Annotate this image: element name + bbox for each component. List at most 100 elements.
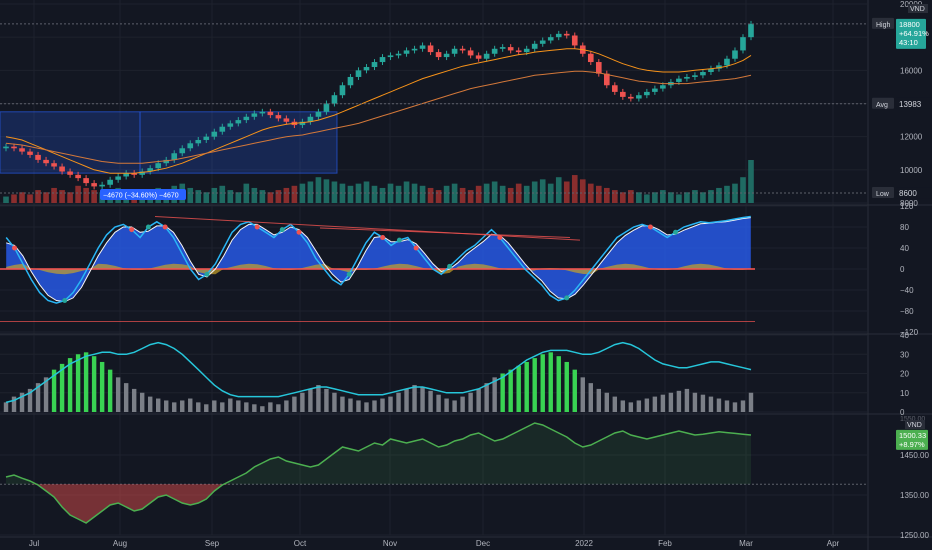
adx-bar — [123, 383, 129, 412]
volume-bar — [75, 185, 81, 203]
volume-bar — [700, 192, 706, 203]
volume-bar — [339, 183, 346, 203]
volume-bar — [515, 183, 522, 203]
volume-bar — [571, 175, 578, 203]
candle-body — [403, 50, 410, 54]
volume-bar — [395, 185, 402, 203]
candle-body — [740, 37, 746, 51]
adx-bar — [748, 392, 754, 412]
volume-bar — [603, 187, 610, 203]
candle-body — [748, 23, 754, 38]
compare-axis-top-tick: 1550.00 — [900, 416, 925, 423]
cross-dot — [346, 271, 352, 277]
volume-bar — [612, 190, 618, 203]
volume-bar — [459, 187, 466, 203]
adx-axis-tick: 20 — [900, 370, 909, 379]
candle-body — [11, 146, 17, 149]
adx-bar — [131, 388, 137, 412]
adx-bar — [604, 392, 610, 412]
volume-bar — [547, 183, 554, 203]
wave-axis-tick: 40 — [900, 244, 909, 253]
compare-currency-text: VND — [907, 422, 922, 429]
adx-bar — [596, 388, 602, 412]
adx-bar — [684, 388, 690, 412]
volume-bar — [716, 187, 722, 203]
price-pane: −4670 (−34.60%) −46702000018000160001400… — [0, 0, 932, 208]
volume-bar — [251, 187, 258, 203]
volume-bar — [620, 192, 626, 203]
adx-bar — [300, 392, 305, 412]
volume-bar — [523, 185, 530, 203]
volume-bar — [692, 190, 698, 203]
adx-bar — [660, 394, 666, 412]
adx-bar — [652, 396, 658, 412]
adx-bar — [364, 402, 369, 412]
wave-axis-tick: −40 — [900, 286, 914, 295]
candle-body — [612, 85, 618, 92]
volume-bar — [403, 181, 410, 203]
candle-body — [475, 55, 482, 59]
volume-bar — [491, 181, 498, 203]
cross-dot — [380, 235, 386, 240]
adx-bar — [99, 361, 105, 412]
volume-bar — [379, 187, 386, 203]
low-badge: Low 8600 — [872, 187, 932, 199]
compare-negative-area — [6, 484, 751, 523]
last-price-value: 18800 — [899, 20, 920, 29]
compare-currency-tag: VND — [905, 420, 925, 429]
bar-countdown: 43:10 — [899, 38, 918, 47]
candle-body — [644, 91, 650, 96]
adx-bar — [428, 390, 433, 412]
volume-bar — [732, 183, 738, 203]
adx-bar — [564, 361, 569, 412]
volume-bar — [443, 185, 450, 203]
wave-axis-tick: 80 — [900, 223, 909, 232]
price-axis-tick: 8000 — [900, 199, 918, 208]
volume-bar — [227, 190, 234, 203]
adx-bar — [500, 373, 505, 412]
time-axis-label: Apr — [827, 539, 840, 548]
candle-body — [451, 48, 458, 54]
adx-bar — [67, 358, 73, 412]
candle-body — [676, 78, 682, 82]
candle-body — [363, 67, 370, 71]
candle-body — [331, 95, 338, 104]
volume-bar — [203, 192, 210, 203]
adx-bar — [492, 377, 497, 412]
compare-last-badge: 1500.33+8.97% — [896, 429, 928, 450]
time-axis-label: Nov — [383, 539, 397, 548]
moving-average-fast — [5, 48, 752, 174]
compare-pane: 1450.00 1350.00 1250.00 1550.00 1500.33+8.97… — [0, 416, 929, 540]
candle-body — [708, 68, 714, 72]
adx-bar — [540, 354, 545, 412]
adx-bar — [276, 404, 281, 412]
candle-body — [123, 173, 129, 177]
adx-bar — [716, 398, 722, 412]
wave-area — [6, 217, 751, 302]
adx-bar — [740, 400, 746, 412]
volume-bar — [195, 190, 202, 203]
candle-body — [563, 33, 570, 36]
adx-bar — [228, 398, 233, 412]
candle-body — [700, 71, 706, 76]
adx-bar — [252, 404, 257, 412]
candle-body — [427, 45, 434, 53]
time-axis-label: Jul — [29, 539, 39, 548]
adx-bar — [404, 388, 409, 412]
adx-bar — [11, 396, 17, 412]
range-label: −4670 (−34.60%) −4670 — [100, 189, 186, 200]
candle-body — [491, 48, 498, 54]
volume-bar — [83, 187, 89, 203]
candle-body — [91, 183, 97, 187]
range-label-bg — [100, 189, 186, 200]
adx-bar — [524, 361, 529, 412]
candle-body — [692, 75, 698, 77]
time-axis-label: Sep — [205, 539, 220, 548]
low-badge-label-bg — [872, 187, 894, 199]
volume-bar — [652, 192, 658, 203]
volume-bar — [291, 185, 298, 203]
volume-bar — [259, 190, 266, 203]
candle-body — [483, 53, 490, 59]
